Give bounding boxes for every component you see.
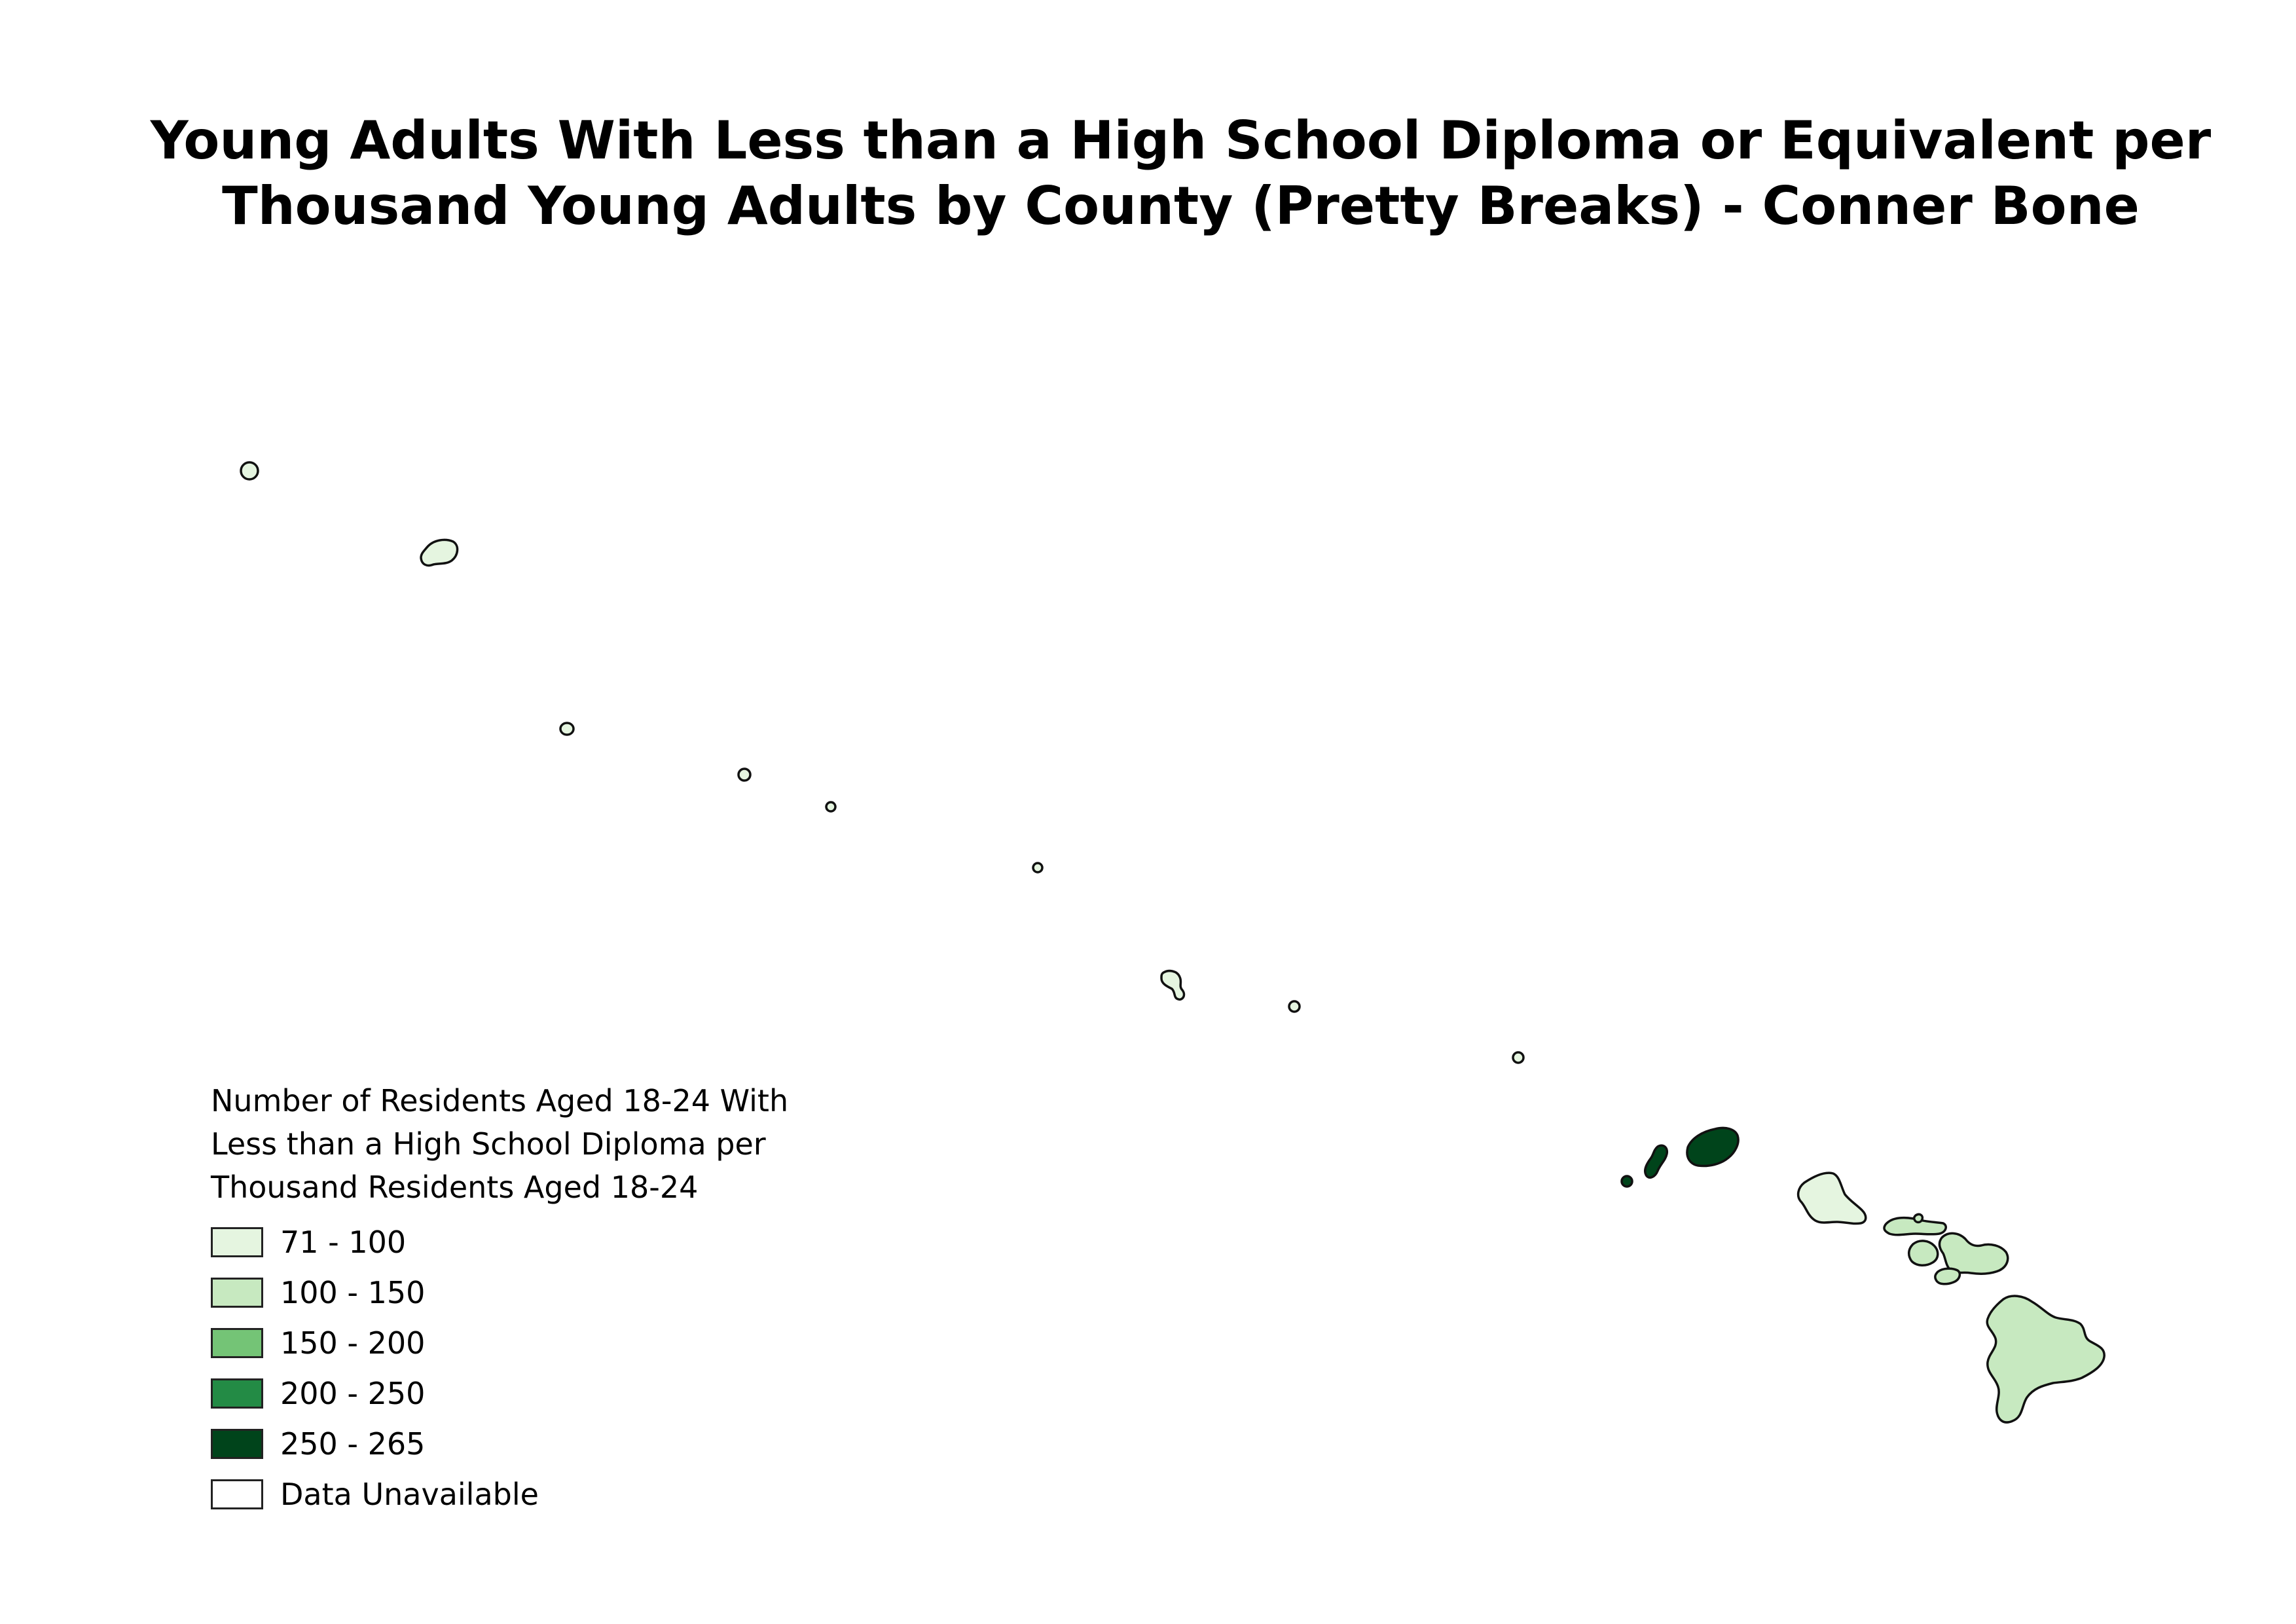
region-maui-county-molokini [1912,1213,1924,1224]
region-kure-atoll [240,461,259,481]
legend-swatch [211,1227,263,1257]
map-legend: Number of Residents Aged 18-24 With Less… [211,1079,866,1519]
region-necker [1288,1000,1301,1013]
legend-swatch [211,1277,263,1308]
legend-item: 100 - 150 [211,1267,866,1318]
region-maro-reef [1032,862,1044,874]
region-pearl-and-hermes [559,722,575,736]
legend-title-line-2: Less than a High School Diploma per [211,1126,766,1162]
legend-swatch [211,1327,263,1358]
legend-swatch [211,1378,263,1409]
region-lisianski [737,767,752,782]
map-title: Young Adults With Less than a High Schoo… [131,108,2231,239]
region-kauai-county-niihau [1643,1144,1669,1179]
region-maui-county-maui [1938,1232,2009,1275]
legend-title-line-3: Thousand Residents Aged 18-24 [211,1170,699,1205]
legend-label: 150 - 200 [280,1325,426,1361]
legend-label: 71 - 100 [280,1224,407,1260]
legend-item: 71 - 100 [211,1217,866,1267]
region-midway-atoll [420,538,459,567]
region-maui-county-kahoolawe [1934,1267,1961,1285]
map-title-line-1: Young Adults With Less than a High Schoo… [150,110,2212,171]
region-kauai-full [1686,1126,1740,1168]
legend-item: Data Unavailable [211,1469,866,1519]
legend-swatch [211,1479,263,1509]
legend-title-line-1: Number of Residents Aged 18-24 With [211,1083,789,1118]
region-laysan [825,801,837,813]
region-nihoa [1512,1051,1525,1064]
legend-label: 100 - 150 [280,1274,426,1310]
legend-label: Data Unavailable [280,1476,539,1512]
region-maui-county-lanai [1908,1240,1939,1266]
region-french-frigate-shoals [1160,969,1186,1001]
region-hawaii-county [1986,1295,2105,1424]
map-title-line-2: Thousand Young Adults by County (Pretty … [222,175,2140,236]
legend-swatch [211,1428,263,1459]
region-honolulu-county [1796,1172,1867,1225]
legend-title: Number of Residents Aged 18-24 With Less… [211,1079,866,1209]
legend-label: 200 - 250 [280,1375,426,1411]
legend-item: 200 - 250 [211,1368,866,1418]
legend-item: 150 - 200 [211,1318,866,1368]
legend-label: 250 - 265 [280,1426,426,1462]
legend-item: 250 - 265 [211,1418,866,1469]
region-kauai-county-lehua [1620,1175,1633,1188]
